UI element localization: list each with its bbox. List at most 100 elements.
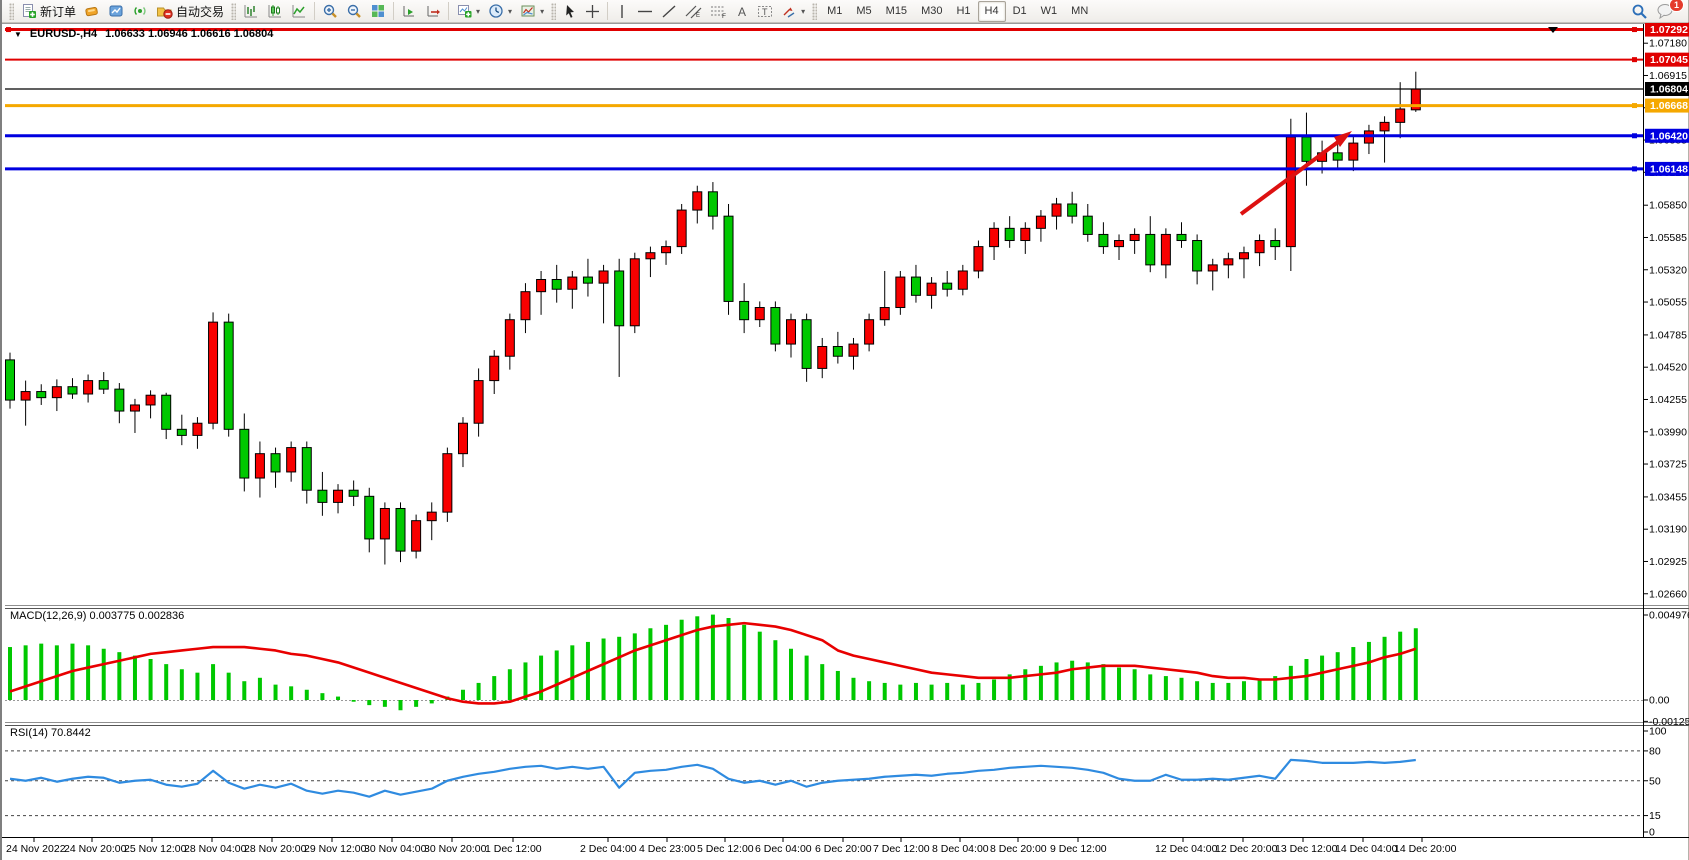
candlestick (239, 428, 250, 479)
timeframe-m5-button[interactable]: M5 (856, 5, 872, 17)
timeframe-m30-button[interactable]: M30 (921, 5, 943, 17)
search-button[interactable] (1627, 1, 1652, 22)
bar-chart-button[interactable] (239, 1, 263, 22)
candlestick (51, 386, 62, 399)
price-tick-label: 1.07180 (1649, 38, 1687, 50)
chat-button[interactable]: 1 (1652, 0, 1684, 22)
templates-dropdown-icon[interactable]: ▾ (540, 6, 545, 16)
arrows-tool-button[interactable]: ▾ (777, 1, 809, 22)
text-label-tool-button[interactable]: T (753, 1, 777, 22)
fibonacci-tool-button[interactable]: F (706, 1, 731, 22)
hline-handle[interactable] (1632, 27, 1637, 33)
trendline-tool-button[interactable] (657, 1, 681, 22)
zoom-out-button[interactable] (342, 1, 366, 22)
candlestick (286, 447, 297, 473)
hline-handle[interactable] (1632, 133, 1637, 139)
vertical-line-tool-button[interactable] (611, 1, 633, 22)
auto-trading-button[interactable]: 自动交易 (152, 1, 228, 22)
trend-arrow-object[interactable] (1239, 137, 1344, 216)
auto-scroll-button[interactable] (397, 1, 421, 22)
timeframe-d1-button[interactable]: D1 (1012, 5, 1027, 17)
channel-tool-button[interactable]: E (681, 1, 706, 22)
horizontal-line-tool-button[interactable] (633, 1, 657, 22)
line-chart-icon (292, 5, 306, 18)
timeframe-m1-button[interactable]: M1 (827, 5, 843, 17)
macd-histogram-bar (86, 645, 91, 700)
toolbar-grip[interactable] (812, 2, 818, 20)
candlestick (1035, 215, 1046, 229)
collapse-ohlc-icon[interactable]: ▼ (14, 29, 22, 39)
arrows-dropdown-icon[interactable]: ▾ (801, 6, 806, 16)
price-tick-label: 1.05585 (1649, 232, 1687, 244)
macd-histogram-bar (367, 700, 372, 706)
candlestick-chart-button[interactable] (263, 1, 287, 22)
candlestick (301, 447, 312, 491)
candlestick (98, 380, 109, 390)
timeframe-w1-button[interactable]: W1 (1040, 5, 1058, 17)
periods-button[interactable]: ▾ (484, 1, 516, 22)
candlestick (317, 489, 328, 503)
candlestick (1004, 227, 1015, 242)
candlestick (176, 428, 187, 436)
candlestick (254, 453, 265, 479)
timeframe-mn-button[interactable]: MN (1071, 5, 1089, 17)
hline-handle[interactable] (1632, 103, 1637, 109)
toolbar-grip[interactable] (231, 2, 237, 20)
crosshair-tool-button[interactable] (581, 1, 604, 22)
macd-signal-line (9, 621, 1417, 705)
macd-histogram-bar (304, 689, 309, 700)
candlestick (1207, 264, 1218, 272)
tile-windows-button[interactable] (366, 1, 390, 22)
time-label: 14 Dec 20:00 (1394, 843, 1457, 855)
chart-shift-button[interactable] (421, 1, 445, 22)
toolbar-grip[interactable] (551, 2, 557, 20)
periods-dropdown-icon[interactable]: ▾ (508, 6, 513, 16)
trend-arrow-head[interactable] (1334, 131, 1352, 147)
macd-histogram-bar (1335, 652, 1340, 700)
templates-button[interactable]: ▾ (516, 1, 548, 22)
chart-window-button[interactable] (104, 1, 128, 22)
macd-histogram-bar (429, 700, 434, 704)
time-label: 5 Dec 12:00 (697, 843, 754, 855)
candlestick (817, 345, 828, 369)
horizontal-line-icon (638, 10, 653, 12)
timeframe-h4-button[interactable]: H4 (977, 0, 1006, 22)
new-chart-dropdown-icon[interactable]: ▾ (476, 6, 481, 16)
chart-symbol-period: EURUSD-,H4 (29, 28, 98, 40)
zoom-out-icon (347, 4, 361, 18)
macd-histogram-bar (1179, 677, 1184, 700)
macd-histogram-bar (195, 672, 200, 700)
text-tool-button[interactable]: A (731, 1, 753, 22)
new-chart-button[interactable]: ▾ (452, 1, 484, 22)
macd-histogram-bar (1241, 681, 1246, 700)
candlestick (1285, 136, 1296, 248)
macd-histogram-bar (960, 684, 965, 700)
timeframe-m15-button[interactable]: M15 (885, 5, 908, 17)
rsi-axis-label: 50 (1649, 775, 1661, 787)
arrows-icon (783, 6, 795, 18)
signals-button[interactable] (128, 1, 152, 22)
hline-handle[interactable] (6, 27, 11, 33)
hline-handle[interactable] (1632, 57, 1637, 63)
candlestick (504, 319, 515, 357)
candlestick (208, 321, 219, 424)
timeframe-h1-button[interactable]: H1 (956, 5, 971, 17)
candlestick (1082, 215, 1093, 235)
cursor-tool-button[interactable] (559, 1, 581, 22)
market-watch-button[interactable] (80, 1, 104, 22)
candlestick (473, 380, 484, 424)
zoom-in-button[interactable] (318, 1, 342, 22)
chart-window-icon (109, 5, 123, 17)
line-chart-button[interactable] (287, 1, 311, 22)
hline-handle[interactable] (1632, 166, 1637, 172)
price-badge-label: 1.07045 (1650, 54, 1688, 66)
text-label-icon: T (758, 5, 773, 17)
chart-shift-marker-icon[interactable] (1548, 27, 1558, 33)
toolbar-grip[interactable] (9, 2, 14, 20)
new-order-button[interactable]: 新订单 (17, 1, 80, 22)
time-label: 28 Nov 04:00 (184, 843, 247, 855)
candlestick (161, 394, 172, 430)
time-label: 12 Dec 04:00 (1155, 843, 1218, 855)
candlestick (348, 489, 359, 497)
